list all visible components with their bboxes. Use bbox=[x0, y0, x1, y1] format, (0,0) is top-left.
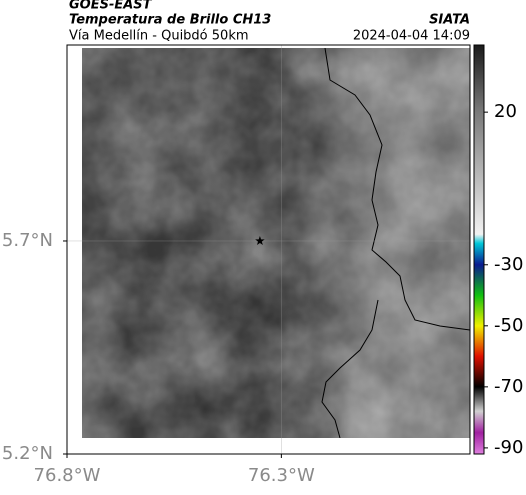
border bbox=[324, 48, 470, 331]
region: Vía Medellín - Quibdó 50km bbox=[69, 29, 249, 44]
colorbar-tick-label: -70 bbox=[494, 376, 523, 397]
map-frame bbox=[66, 44, 471, 455]
x-tick-label: 76.8°W bbox=[34, 465, 101, 486]
border bbox=[321, 299, 379, 438]
datetime: 2024-04-04 14:09 bbox=[353, 29, 470, 44]
y-tick-label: 5.7°N bbox=[2, 230, 53, 251]
colorbar-tick-label: -90 bbox=[494, 437, 523, 458]
subtitle: Temperatura de Brillo CH13 bbox=[69, 13, 271, 28]
colorbar-tick-label: -30 bbox=[494, 254, 523, 275]
location-marker bbox=[255, 236, 265, 245]
source: SIATA bbox=[429, 13, 470, 28]
colorbar-tick-label: 20 bbox=[494, 101, 517, 122]
y-tick-label: 5.2°N bbox=[2, 443, 53, 464]
colorbar-tick-label: -50 bbox=[494, 315, 523, 336]
title: GOES-EAST bbox=[69, 0, 153, 13]
satellite-image bbox=[82, 48, 470, 438]
x-tick-label: 76.3°W bbox=[248, 465, 315, 486]
colorbar bbox=[473, 44, 485, 455]
